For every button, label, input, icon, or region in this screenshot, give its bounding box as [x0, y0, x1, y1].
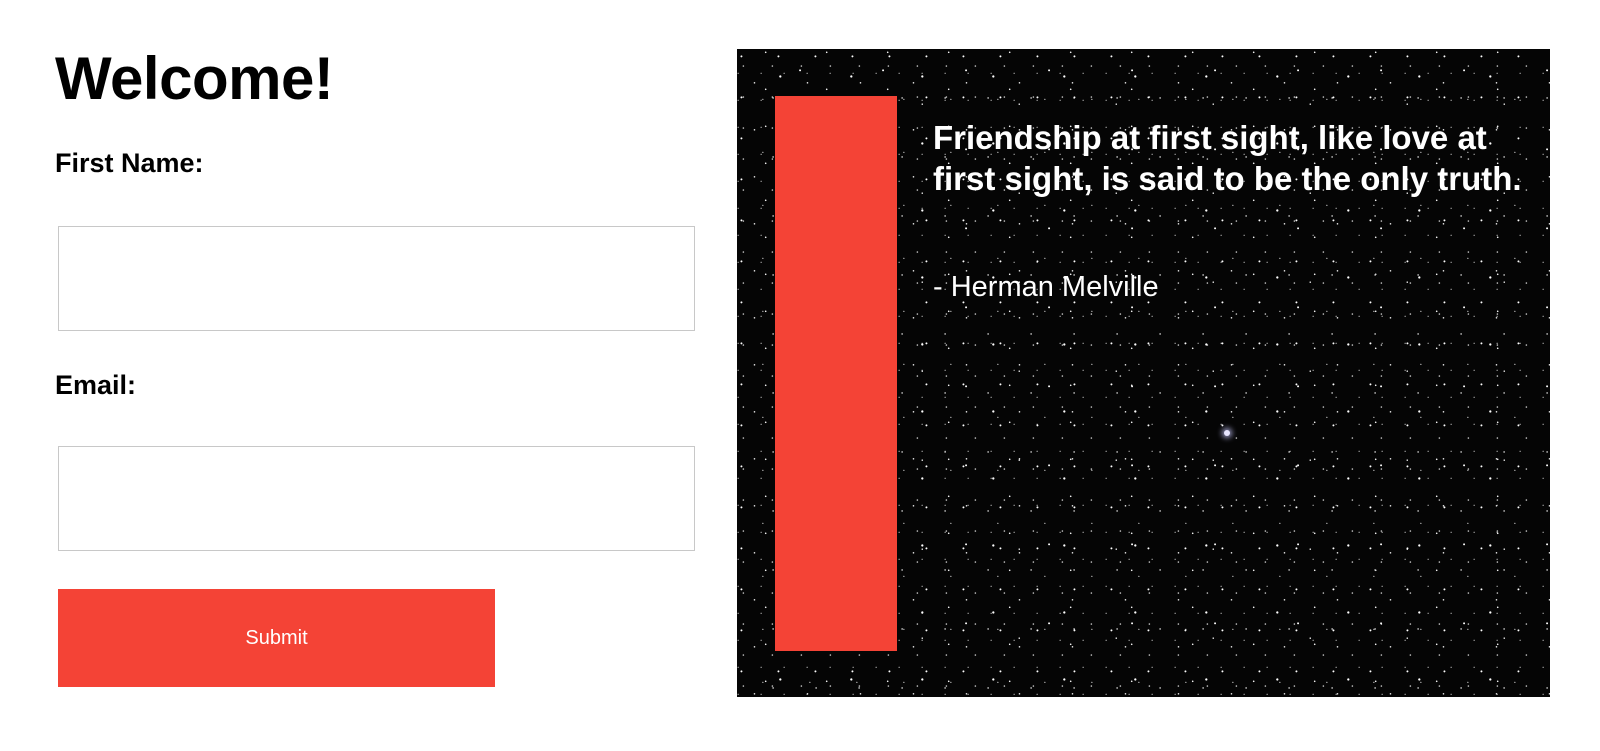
quote-author: - Herman Melville [933, 271, 1159, 303]
quote-accent-bar [775, 96, 897, 651]
submit-button[interactable]: Submit [58, 589, 495, 687]
starfield-image [1224, 430, 1230, 436]
email-input[interactable] [58, 446, 695, 551]
first-name-label: First Name: [55, 148, 204, 178]
quote-panel: Friendship at first sight, like love at … [737, 49, 1550, 697]
first-name-input[interactable] [58, 226, 695, 331]
quote-text: Friendship at first sight, like love at … [933, 119, 1522, 197]
page-title: Welcome! [55, 45, 334, 112]
email-label: Email: [55, 370, 137, 400]
